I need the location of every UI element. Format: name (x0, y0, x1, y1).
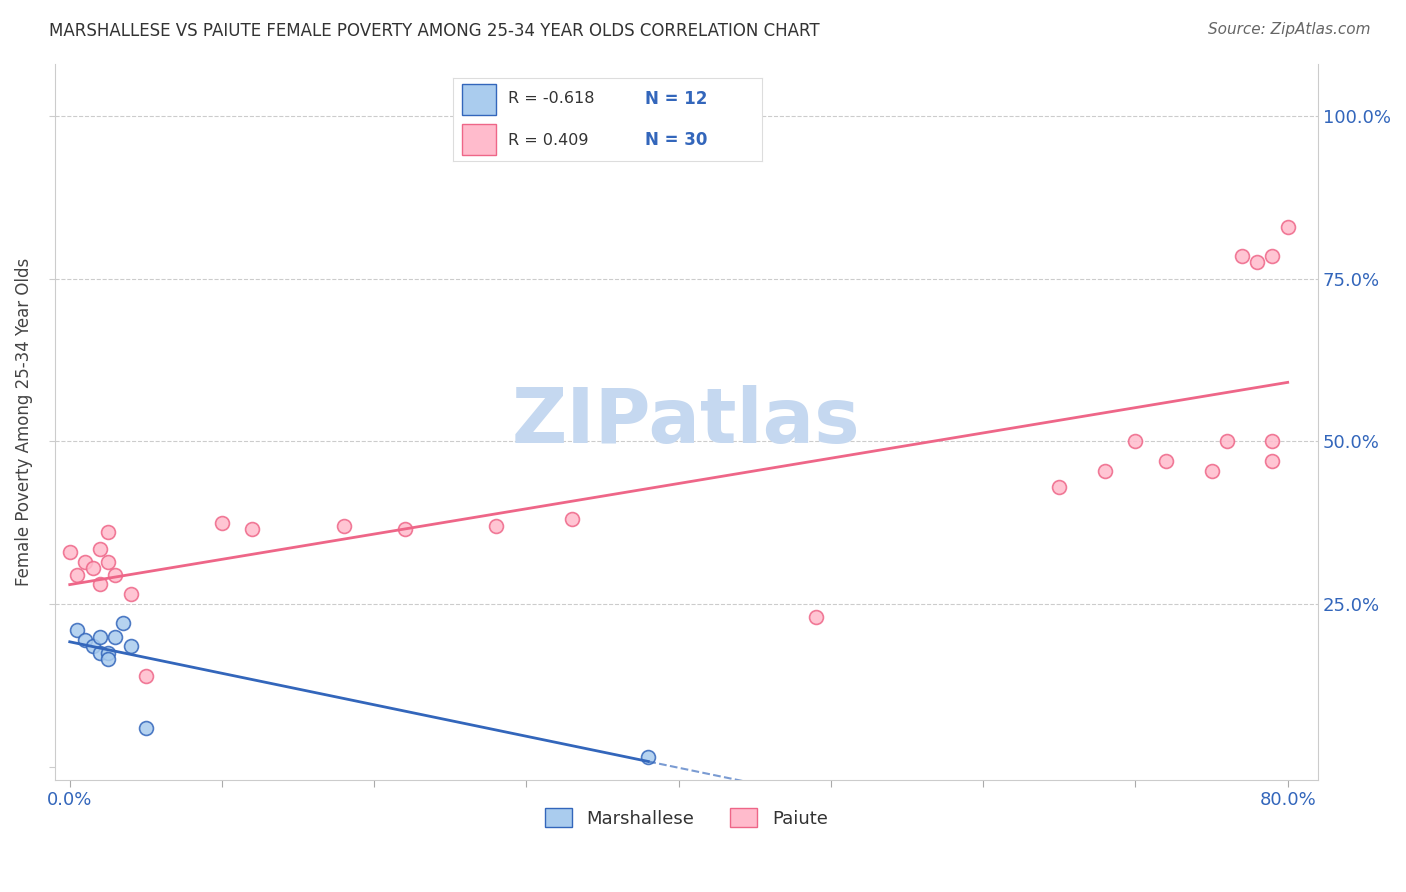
Point (89, 541, 111, 556)
Point (82, 561, 104, 575)
Point (242, 522, 264, 536)
Point (97, 555, 120, 569)
Point (1261, 249, 1284, 263)
Point (89, 577, 111, 591)
Point (804, 610, 827, 624)
Text: MARSHALLESE VS PAIUTE FEMALE POVERTY AMONG 25-34 YEAR OLDS CORRELATION CHART: MARSHALLESE VS PAIUTE FEMALE POVERTY AMO… (49, 22, 820, 40)
Point (97, 652, 120, 666)
Point (1261, 454, 1284, 468)
Point (394, 522, 416, 536)
Point (89, 630, 111, 644)
Legend: Marshallese, Paiute: Marshallese, Paiute (537, 801, 835, 835)
Point (97, 646, 120, 660)
Point (59, 545, 82, 559)
Point (637, 749, 659, 764)
Point (1277, 219, 1299, 234)
Point (112, 616, 135, 631)
Text: Source: ZipAtlas.com: Source: ZipAtlas.com (1208, 22, 1371, 37)
Point (211, 516, 233, 530)
Y-axis label: Female Poverty Among 25-34 Year Olds: Female Poverty Among 25-34 Year Olds (15, 258, 32, 586)
Point (561, 512, 583, 526)
Point (66, 623, 89, 637)
Point (333, 519, 356, 533)
Point (1230, 249, 1253, 263)
Point (135, 721, 157, 735)
Point (1216, 434, 1239, 449)
Point (73, 555, 96, 569)
Point (1201, 464, 1223, 478)
Point (82, 640, 104, 654)
Point (1125, 434, 1147, 449)
Point (120, 640, 142, 654)
Point (104, 567, 127, 582)
Point (1246, 255, 1268, 269)
Point (97, 525, 120, 540)
Point (73, 632, 96, 647)
Point (89, 646, 111, 660)
Point (104, 630, 127, 644)
Point (66, 567, 89, 582)
Point (135, 668, 157, 682)
Point (1154, 454, 1177, 468)
Point (485, 519, 508, 533)
Point (1047, 480, 1070, 494)
Point (120, 587, 142, 601)
Point (1261, 434, 1284, 449)
Text: ZIPatlas: ZIPatlas (512, 384, 860, 458)
Point (1094, 464, 1116, 478)
